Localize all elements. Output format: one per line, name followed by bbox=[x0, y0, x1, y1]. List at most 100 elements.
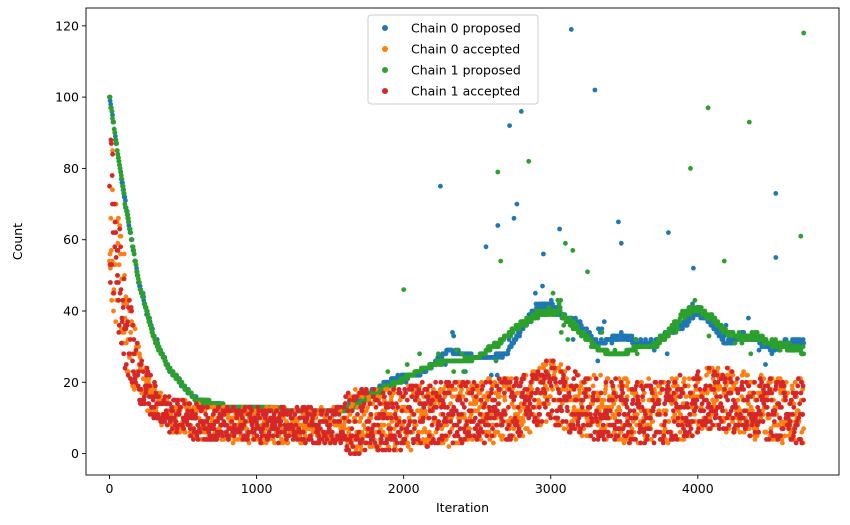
chain1-proposed-point bbox=[127, 226, 133, 232]
chain1-accepted-point bbox=[543, 404, 548, 410]
chain1-accepted-point bbox=[115, 273, 120, 278]
chain1-proposed-point bbox=[404, 362, 410, 367]
chain1-accepted-point bbox=[528, 412, 534, 417]
chain1-proposed-point bbox=[563, 240, 568, 246]
chain1-proposed-point bbox=[657, 340, 662, 346]
chain0-proposed-point bbox=[686, 319, 692, 325]
chain0-accepted-point bbox=[131, 383, 137, 389]
chain1-proposed-point bbox=[114, 141, 119, 146]
chain0-accepted-point bbox=[168, 412, 174, 417]
chain1-proposed-point bbox=[763, 337, 769, 342]
chain0-proposed-point bbox=[666, 230, 671, 236]
chain1-accepted-point bbox=[534, 376, 539, 382]
chain0-proposed-point bbox=[123, 198, 128, 203]
chain1-accepted-point bbox=[438, 379, 444, 385]
chain1-accepted-point bbox=[559, 408, 565, 414]
chain0-proposed-point bbox=[495, 223, 501, 228]
chain1-accepted-point bbox=[391, 447, 397, 453]
chain0-proposed-point bbox=[616, 219, 621, 225]
chain1-accepted-point bbox=[521, 372, 527, 378]
chain1-accepted-point bbox=[368, 412, 374, 417]
chain1-proposed-point bbox=[111, 126, 117, 132]
chain1-accepted-point bbox=[419, 379, 425, 385]
chain0-accepted-point bbox=[281, 415, 286, 421]
chain0-accepted-point bbox=[361, 422, 367, 428]
chain1-proposed-point bbox=[108, 105, 114, 111]
chain1-accepted-point bbox=[130, 358, 135, 364]
chain1-accepted-point bbox=[465, 379, 470, 385]
chain0-accepted-point bbox=[801, 426, 806, 432]
chain0-accepted-point bbox=[558, 362, 564, 367]
chain0-accepted-point bbox=[625, 379, 631, 385]
chain1-accepted-point bbox=[426, 415, 432, 421]
chain0-accepted-point bbox=[123, 340, 129, 346]
chain1-accepted-point bbox=[507, 379, 513, 385]
chain1-proposed-point bbox=[148, 326, 154, 332]
chain1-accepted-point bbox=[329, 429, 335, 435]
chain1-proposed-point bbox=[477, 355, 482, 360]
chain1-proposed-point bbox=[427, 365, 433, 371]
chain0-proposed-point bbox=[773, 191, 779, 196]
chain1-accepted-point bbox=[220, 433, 225, 439]
chain1-accepted-point bbox=[300, 429, 306, 435]
chain1-accepted-point bbox=[127, 351, 133, 357]
chain1-accepted-point bbox=[197, 429, 203, 435]
chain1-accepted-point bbox=[439, 437, 445, 442]
chain1-accepted-point bbox=[397, 419, 402, 424]
chain0-accepted-point bbox=[444, 422, 449, 428]
chain1-accepted-point bbox=[139, 358, 145, 364]
chain0-accepted-point bbox=[235, 437, 241, 442]
chain1-accepted-point bbox=[489, 433, 495, 439]
chain1-accepted-point bbox=[459, 412, 464, 417]
chain0-accepted-point bbox=[278, 426, 284, 432]
chain0-proposed-point bbox=[483, 244, 489, 250]
chain1-proposed-point bbox=[137, 280, 142, 285]
chain0-accepted-point bbox=[521, 419, 526, 424]
chain1-accepted-point bbox=[320, 408, 325, 414]
chain1-accepted-point bbox=[178, 404, 184, 410]
chain1-accepted-point bbox=[463, 397, 469, 403]
chain1-accepted-point bbox=[345, 390, 351, 396]
chain1-accepted-point bbox=[506, 422, 512, 428]
chain1-accepted-point bbox=[381, 412, 387, 417]
chain1-accepted-point bbox=[118, 244, 123, 250]
chain0-accepted-point bbox=[391, 426, 397, 432]
chain1-accepted-point bbox=[427, 433, 432, 439]
chain1-accepted-point bbox=[205, 404, 210, 410]
chain1-accepted-point bbox=[532, 397, 537, 403]
chain0-accepted-point bbox=[502, 397, 508, 403]
chain0-proposed-point bbox=[791, 340, 797, 346]
chain1-accepted-point bbox=[130, 322, 136, 328]
chain1-accepted-point bbox=[182, 401, 187, 407]
chain0-accepted-point bbox=[121, 251, 127, 257]
chain0-proposed-point bbox=[577, 319, 583, 325]
chain1-accepted-point bbox=[495, 401, 501, 407]
chain0-accepted-point bbox=[419, 412, 425, 417]
chain1-accepted-point bbox=[457, 419, 462, 424]
chain0-accepted-point bbox=[443, 437, 449, 442]
chain1-proposed-point bbox=[550, 290, 556, 296]
chain1-proposed-point bbox=[454, 347, 459, 353]
chain1-accepted-point bbox=[470, 387, 476, 392]
chain1-accepted-point bbox=[356, 429, 362, 435]
chain1-proposed-point bbox=[736, 330, 742, 335]
chain1-proposed-point bbox=[801, 30, 807, 36]
chain1-accepted-point bbox=[170, 408, 176, 414]
chain0-proposed-point bbox=[756, 347, 762, 353]
chain1-accepted-point bbox=[123, 362, 129, 367]
chain1-proposed-point bbox=[133, 258, 138, 264]
chain1-proposed-point bbox=[634, 351, 640, 357]
chain1-proposed-point bbox=[554, 312, 559, 317]
chain1-accepted-point bbox=[408, 429, 413, 435]
chain1-accepted-point bbox=[112, 219, 118, 225]
chain0-accepted-point bbox=[497, 394, 502, 399]
chain1-accepted-point bbox=[515, 404, 521, 410]
chain1-accepted-point bbox=[118, 287, 124, 292]
chain0-proposed-point bbox=[601, 319, 607, 325]
chain0-accepted-point bbox=[361, 412, 367, 417]
chain1-accepted-point bbox=[492, 397, 498, 403]
chain1-accepted-point bbox=[121, 276, 127, 282]
chain0-proposed-point bbox=[690, 301, 695, 307]
chain1-accepted-point bbox=[134, 340, 140, 346]
chain0-proposed-point bbox=[443, 362, 448, 367]
